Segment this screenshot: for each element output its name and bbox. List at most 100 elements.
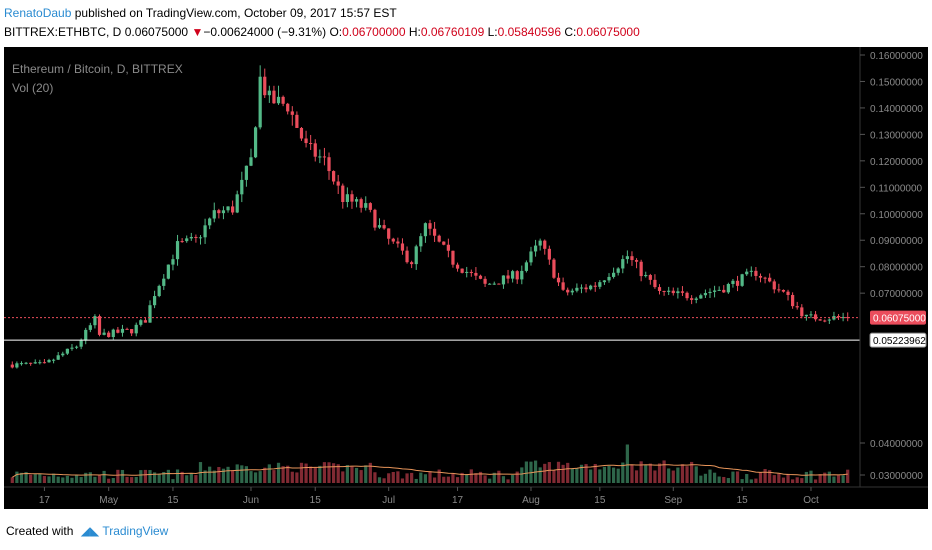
volume-bar bbox=[846, 469, 850, 483]
y-tick-label: 0.04000000 bbox=[870, 439, 923, 450]
volume-bar bbox=[175, 469, 180, 483]
volume-bar bbox=[107, 478, 111, 483]
x-tick-label: 15 bbox=[310, 495, 322, 506]
high-value: 0.06760109 bbox=[420, 25, 485, 39]
volume-bar bbox=[203, 470, 207, 483]
volume-bar bbox=[758, 472, 763, 483]
volume-bar bbox=[38, 473, 42, 483]
candle-body bbox=[552, 259, 556, 278]
volume-bar bbox=[130, 477, 134, 483]
candle-body bbox=[102, 332, 106, 335]
candle-body bbox=[841, 317, 845, 319]
candle-body bbox=[235, 194, 239, 213]
volume-bar bbox=[575, 468, 579, 483]
volume-bar bbox=[612, 467, 616, 483]
candle-body bbox=[309, 143, 313, 145]
price-chart[interactable]: Ethereum / Bitcoin, D, BITTREX Vol (20) … bbox=[4, 47, 928, 509]
publish-line: RenatoDaub published on TradingView.com,… bbox=[4, 6, 397, 20]
candle-body bbox=[772, 281, 776, 290]
candle-body bbox=[400, 243, 405, 251]
volume-bar bbox=[836, 475, 841, 483]
volume-bar bbox=[556, 461, 561, 483]
volume-bar bbox=[653, 470, 657, 483]
candle-body bbox=[116, 329, 120, 333]
symbol-label: BITTREX:ETHBTC, D bbox=[4, 25, 122, 39]
candle-body bbox=[575, 287, 579, 291]
x-tick-label: Sep bbox=[664, 495, 682, 506]
candle-body bbox=[377, 225, 382, 228]
volume-bar bbox=[589, 469, 593, 483]
volume-bar bbox=[648, 463, 652, 483]
volume-bar bbox=[570, 468, 574, 483]
candle-body bbox=[515, 271, 519, 280]
candle-body bbox=[290, 111, 294, 115]
candle-body bbox=[763, 277, 767, 279]
volume-bar bbox=[74, 475, 79, 483]
time-axis: 17 May 15 Jun 15 Jul 17 Aug 15 Sep 15 Oct bbox=[39, 487, 819, 506]
volume-bar bbox=[524, 461, 528, 483]
candle-body bbox=[428, 223, 432, 229]
volume-bar bbox=[19, 472, 24, 483]
candle-body bbox=[543, 240, 547, 249]
volume-bar bbox=[263, 467, 267, 483]
candle-body bbox=[593, 285, 597, 287]
volume-bar bbox=[703, 473, 708, 483]
volume-bar bbox=[488, 478, 492, 483]
volume-bar bbox=[804, 471, 808, 483]
volume-bar bbox=[212, 470, 216, 483]
volume-bar bbox=[644, 465, 648, 483]
candle-body bbox=[359, 199, 363, 208]
volume-bar bbox=[768, 470, 772, 483]
chart-area[interactable]: Ethereum / Bitcoin, D, BITTREX Vol (20) … bbox=[4, 47, 928, 509]
volume-bar bbox=[740, 479, 744, 483]
volume-bar bbox=[469, 469, 473, 483]
volume-bar bbox=[221, 468, 226, 483]
volume-bar bbox=[566, 462, 570, 483]
crosshair-badge-bg bbox=[869, 332, 927, 348]
candle-body bbox=[708, 291, 712, 294]
volume-bar bbox=[795, 477, 799, 483]
volume-bar bbox=[65, 475, 69, 483]
candle-body bbox=[304, 138, 308, 144]
volume-bar bbox=[15, 471, 19, 483]
candle-body bbox=[768, 277, 772, 282]
x-tick-label: May bbox=[99, 495, 118, 506]
candle-body bbox=[134, 324, 138, 334]
volume-bar bbox=[10, 477, 14, 483]
candle-body bbox=[157, 285, 161, 297]
candle-body bbox=[836, 316, 841, 318]
volume-bar bbox=[226, 466, 230, 483]
volume-bar bbox=[350, 466, 354, 483]
volume-bar bbox=[231, 470, 235, 483]
candle-body bbox=[795, 306, 799, 308]
volume-bar bbox=[667, 468, 671, 483]
candle-body bbox=[584, 287, 588, 290]
author-link[interactable]: RenatoDaub bbox=[4, 6, 72, 20]
candle-body bbox=[492, 283, 496, 285]
volume-bar bbox=[579, 464, 584, 483]
volume-bar bbox=[29, 474, 33, 483]
volume-bar bbox=[772, 475, 776, 483]
candle-body bbox=[423, 223, 428, 237]
candle-body bbox=[846, 317, 850, 319]
volume-bar bbox=[249, 471, 253, 483]
candle-body bbox=[345, 194, 349, 203]
candle-body bbox=[722, 289, 726, 293]
candle-body bbox=[685, 292, 689, 299]
candle-body bbox=[735, 280, 740, 286]
tradingview-link[interactable]: TradingView bbox=[102, 524, 169, 538]
volume-bar bbox=[258, 471, 262, 483]
volume-bar bbox=[685, 466, 689, 483]
candle-body bbox=[777, 289, 781, 291]
volume-bar bbox=[497, 470, 501, 483]
tradingview-logo-icon[interactable]: ◢◣ bbox=[80, 524, 100, 538]
volume-bar bbox=[84, 472, 88, 483]
volume-bar bbox=[602, 466, 607, 483]
published-text: published on TradingView.com, October 09… bbox=[71, 6, 397, 20]
volume-bar bbox=[432, 477, 437, 483]
volume-bar bbox=[791, 479, 795, 483]
volume-bar bbox=[120, 469, 125, 483]
candle-body bbox=[364, 203, 368, 208]
candle-body bbox=[38, 362, 42, 364]
volume-bar bbox=[625, 444, 629, 483]
